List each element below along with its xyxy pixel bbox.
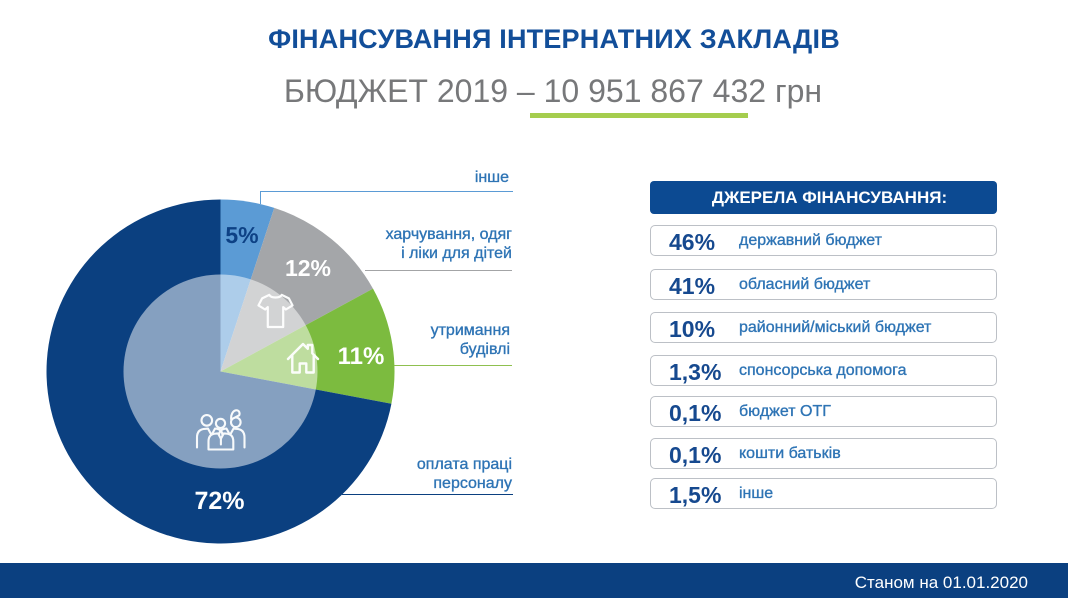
svg-text:5%: 5%: [225, 222, 258, 248]
svg-text:72%: 72%: [194, 487, 244, 515]
svg-text:12%: 12%: [285, 255, 331, 281]
svg-text:11%: 11%: [338, 343, 385, 370]
